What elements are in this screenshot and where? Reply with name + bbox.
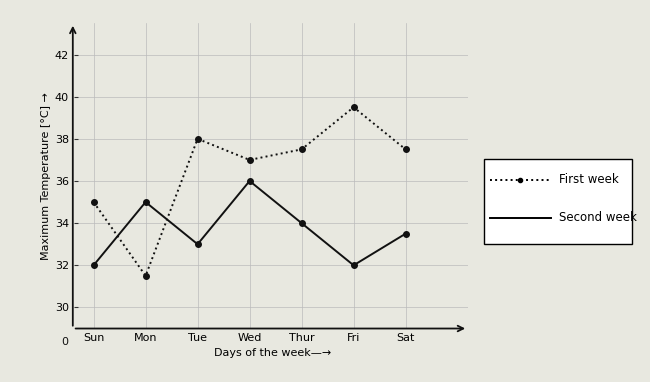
Y-axis label: Maximum Temperature [°C] →: Maximum Temperature [°C] → [40, 92, 51, 260]
First week [90, 200, 97, 204]
Second week [142, 200, 150, 204]
Second week [194, 242, 202, 246]
Second week [298, 221, 305, 225]
Text: 0: 0 [62, 337, 68, 347]
Second week [402, 231, 410, 236]
First week [298, 147, 305, 152]
Text: Second week: Second week [559, 211, 637, 224]
Line: First week: First week [91, 104, 408, 278]
Second week [350, 263, 358, 267]
Line: Second week: Second week [91, 178, 408, 268]
X-axis label: Days of the week—→: Days of the week—→ [214, 348, 332, 358]
First week [246, 158, 254, 162]
First week [142, 274, 150, 278]
First week [350, 105, 358, 110]
First week [194, 136, 202, 141]
First week [402, 147, 410, 152]
Second week [246, 179, 254, 183]
FancyBboxPatch shape [484, 160, 632, 244]
Second week [90, 263, 97, 267]
Text: First week: First week [559, 173, 619, 186]
